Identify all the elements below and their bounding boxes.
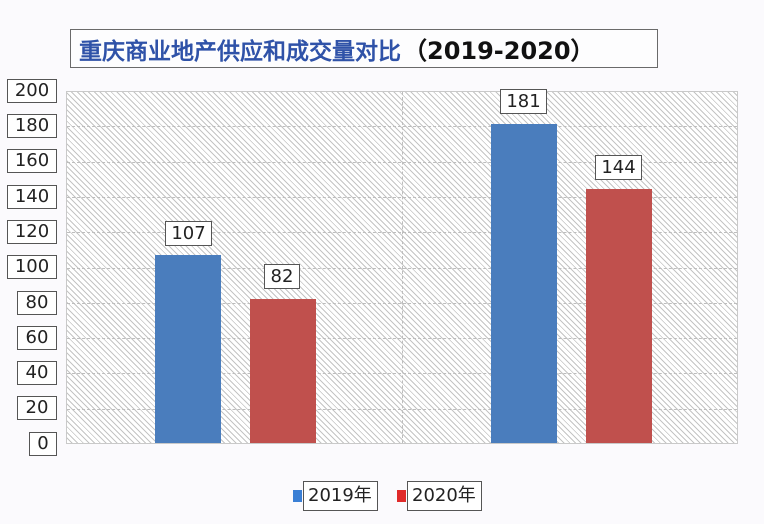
y-tick-60: 60 [17, 326, 57, 350]
y-tick-100: 100 [7, 255, 57, 279]
y-tick-20: 20 [17, 396, 57, 420]
category-divider [402, 92, 403, 443]
bar-group1-2020 [250, 299, 316, 443]
bar-group2-2019 [491, 124, 557, 443]
legend-swatch-2019 [293, 490, 302, 502]
chart-title-years: （2019-2020） [403, 37, 595, 65]
data-label-group2-2020: 144 [595, 155, 642, 180]
data-label-group1-2019: 107 [165, 221, 212, 246]
legend-swatch-2020 [397, 490, 406, 502]
chart-title: 重庆商业地产供应和成交量对比 （2019-2020） [70, 29, 658, 68]
chart-title-main: 重庆商业地产供应和成交量对比 [79, 38, 401, 65]
bar-group2-2020 [586, 189, 652, 443]
y-tick-180: 180 [7, 114, 57, 138]
legend-label-2020: 2020年 [407, 481, 482, 511]
legend-label-2019: 2019年 [303, 481, 378, 511]
legend-item-2020: 2020年 [397, 481, 482, 511]
y-tick-160: 160 [7, 149, 57, 173]
y-tick-200: 200 [7, 79, 57, 103]
bar-group1-2019 [155, 255, 221, 443]
y-tick-120: 120 [7, 220, 57, 244]
y-tick-40: 40 [17, 361, 57, 385]
y-tick-140: 140 [7, 185, 57, 209]
y-tick-80: 80 [17, 291, 57, 315]
y-tick-0: 0 [29, 432, 57, 456]
data-label-group1-2020: 82 [264, 264, 300, 289]
data-label-group2-2019: 181 [500, 89, 547, 114]
legend-item-2019: 2019年 [293, 481, 378, 511]
